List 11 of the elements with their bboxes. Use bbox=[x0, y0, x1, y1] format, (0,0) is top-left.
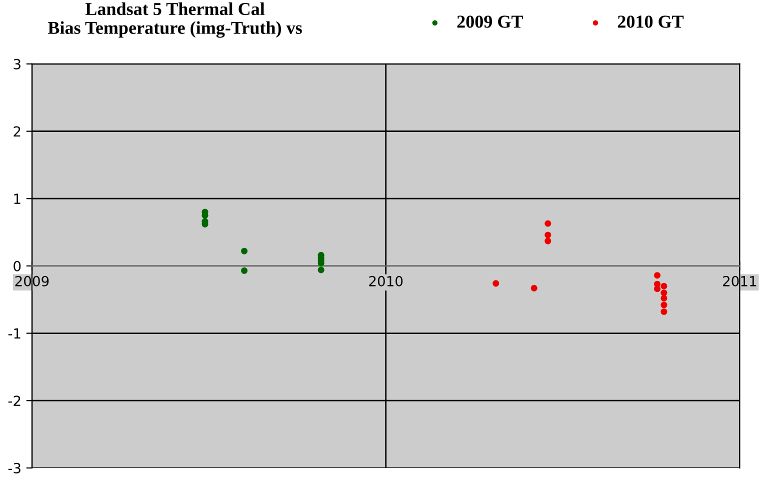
y-tick-label: 0 bbox=[14, 260, 21, 272]
chart-title: Landsat 5 Thermal Cal Bias Temperature (img-Truth) vs bbox=[48, 2, 302, 38]
y-tick-label: -3 bbox=[8, 462, 20, 474]
y-tick-label: 2 bbox=[14, 126, 20, 137]
x-tick-label: 2010 bbox=[369, 276, 403, 286]
y-tick-label: 3 bbox=[14, 58, 20, 70]
legend-label: 2010 GT bbox=[618, 16, 684, 28]
legend-label: 2009 GT bbox=[457, 16, 523, 28]
y-tick-label: -2 bbox=[8, 396, 20, 406]
y-tick-label: -1 bbox=[8, 328, 20, 339]
y-tick-label: 1 bbox=[14, 194, 20, 204]
